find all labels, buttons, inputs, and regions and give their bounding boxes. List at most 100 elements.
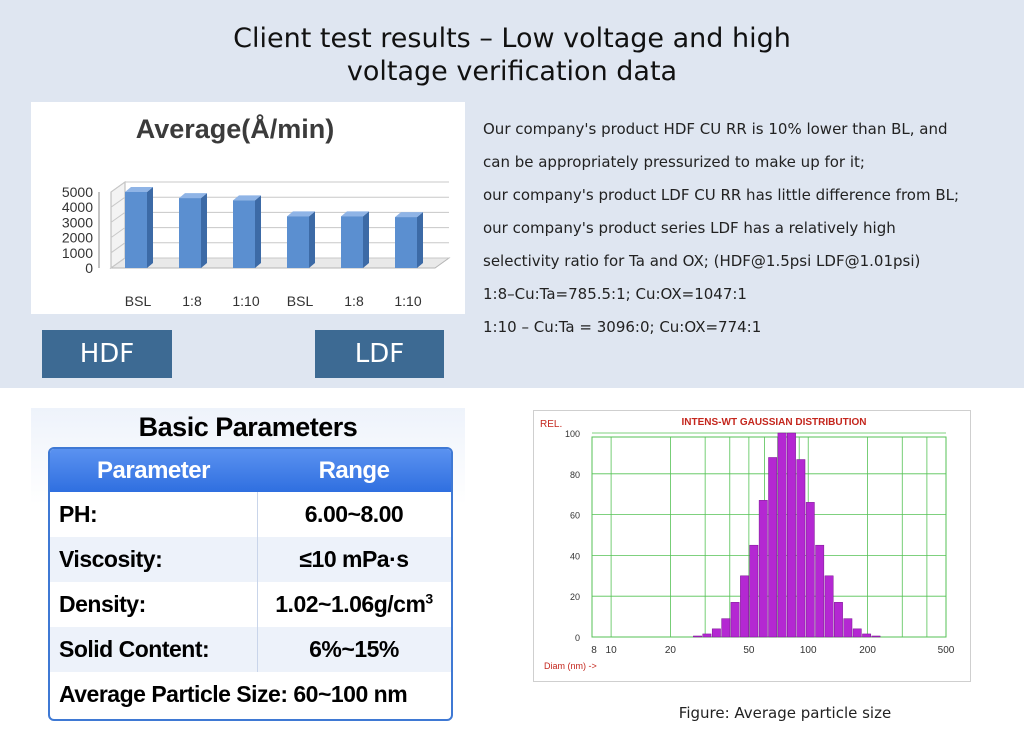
y-tick-label: 3000 [62,214,93,230]
header-parameter: Parameter [97,457,210,484]
description-line: our company's product series LDF has a r… [483,219,896,237]
x-tick-label: 100 [800,645,817,656]
table-row: PH: 6.00~8.00 [50,492,451,537]
histogram-bar [796,459,806,638]
histogram-bar [805,502,815,638]
particle-size-distribution-svg: INTENS-WT GAUSSIAN DISTRIBUTIONREL.10080… [540,417,955,671]
histogram-bar [693,635,702,638]
histogram-bar [852,628,862,638]
bar-top [341,211,369,217]
y-tick-label: 5000 [62,184,93,200]
bar-top [395,212,423,218]
y-tick-label: 80 [570,470,580,480]
bar-front [287,216,309,268]
title-line-2: voltage verification data [346,56,678,87]
histogram-bar [871,635,881,638]
bar-front [341,216,363,268]
y-tick-label: 40 [570,551,580,561]
histogram-bar [721,618,731,638]
title-line-1: Client test results – Low voltage and hi… [233,23,791,54]
bar-front [395,217,417,268]
histogram-bar [768,457,778,638]
bar [233,195,261,268]
x-tick-label: 500 [938,645,955,656]
bar-front [233,200,255,268]
parameter-name: Solid Content: [59,636,210,662]
bar-side [363,211,369,268]
histogram-bar [711,628,721,638]
histogram-bar [758,500,768,638]
y-tick-label: 1000 [62,245,93,261]
table-row: Viscosity: ≤10 mPa·s [50,537,451,582]
bar-front [125,192,147,268]
header-range: Range [318,457,390,484]
parameter-value: ≤10 mPa·s [299,546,409,572]
bar-side [309,211,315,268]
average-rate-chart: Average(Å/min) 5000 4000 3000 2000 1000 0 BSL 1:… [31,102,465,314]
average-particle-size: Average Particle Size: 60~100 nm [59,681,408,707]
bar [395,212,423,268]
histogram-bar [740,575,749,638]
description-line: can be appropriately pressurized to make… [483,153,865,171]
y-tick-label: 60 [570,511,580,521]
x-axis-label: Diam (nm) -> [544,661,597,671]
x-tick-label: 50 [743,645,755,656]
density-superscript: 3 [425,590,433,607]
bar-top [125,187,153,192]
ldf-label: LDF [315,330,444,378]
page-title: Client test results – Low voltage and hi… [112,22,912,88]
x-tick-label: 20 [665,645,677,656]
parameters-table: Parameter Range PH: 6.00~8.00 Viscosity:… [48,447,453,721]
table-row: Solid Content: 6%~15% [50,627,451,672]
histogram-bar [824,575,834,638]
chart-title: Average(Å/min) [136,113,335,144]
x-tick-label: 1:8 [182,293,202,309]
table-row: Density: 1.02~1.06g/cm3 [50,582,451,627]
description-line: 1:10 – Cu:Ta = 3096:0; Cu:OX=774:1 [483,318,762,336]
table-row: Average Particle Size: 60~100 nm [50,672,451,717]
x-tick-label: BSL [125,293,152,309]
bar [125,187,153,268]
x-tick-label: 1:10 [394,293,421,309]
gridline [110,181,449,193]
bar [179,193,207,268]
parameter-value: 1.02~1.06g/cm3 [257,582,451,627]
bar-top [233,195,261,201]
histogram-bar [815,544,825,638]
particle-size-distribution-chart: INTENS-WT GAUSSIAN DISTRIBUTION REL. 100 80… [533,410,971,682]
parameter-value: 6.00~8.00 [304,501,404,527]
x-tick-label: 8 [591,645,597,656]
histogram-bar [843,618,853,638]
table-header: Parameter Range [50,449,451,492]
parameter-name: Density: [59,591,146,617]
bar [287,211,315,268]
parameter-name: Viscosity: [59,546,163,572]
basic-parameters-title: Basic Parameters [138,412,358,442]
gridline [110,196,449,208]
x-tick-label: 10 [606,645,618,656]
y-tick-label: 4000 [62,199,93,215]
chart-title: INTENS-WT GAUSSIAN DISTRIBUTION [682,417,867,428]
y-tick-label: 0 [85,260,93,276]
histogram-bar [702,633,712,638]
bar-side [417,212,423,268]
histogram-bar [862,633,872,638]
y-tick-label: 20 [570,592,580,602]
bar [341,211,369,268]
y-tick-label: 0 [575,633,580,643]
y-axis-label: REL. [540,419,562,430]
bar-side [147,187,153,268]
description-line: 1:8–Cu:Ta=785.5:1; Cu:OX=1047:1 [483,285,747,303]
bar-side [201,193,207,268]
side-wall [110,181,126,269]
basic-parameters-panel: Basic Parameters Parameter Range PH: 6.0… [31,408,465,730]
description-line: selectivity ratio for Ta and OX; (HDF@1.… [483,252,921,270]
description-line: Our company's product HDF CU RR is 10% l… [483,120,948,138]
histogram-bar [749,544,759,638]
hdf-label: HDF [42,330,172,378]
description-line: our company's product LDF CU RR has litt… [483,186,960,204]
figure-caption: Figure: Average particle size [678,704,892,722]
bar-front [179,198,201,268]
bar-top [287,211,315,217]
column-divider [257,492,258,672]
